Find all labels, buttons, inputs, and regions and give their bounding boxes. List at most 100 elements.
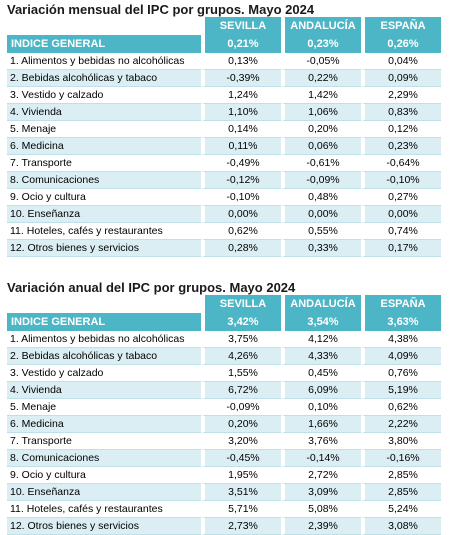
value-espana: -0,16% bbox=[361, 450, 441, 467]
group-label: 1. Alimentos y bebidas no alcohólicas bbox=[7, 331, 201, 348]
table-row: 11. Hoteles, cafés y restaurantes 5,71% 5,… bbox=[7, 501, 441, 518]
group-label: 2. Bebidas alcohólicas y tabaco bbox=[7, 348, 201, 365]
value-andalucia: 4,33% bbox=[281, 348, 361, 365]
value-sevilla: 3,51% bbox=[201, 484, 281, 501]
value-espana: 0,62% bbox=[361, 399, 441, 416]
value-andalucia: 0,06% bbox=[281, 138, 361, 155]
group-label: 10. Enseñanza bbox=[7, 484, 201, 501]
general-value-sevilla: 3,42% bbox=[201, 313, 281, 331]
value-andalucia: -0,05% bbox=[281, 53, 361, 70]
value-sevilla: -0,45% bbox=[201, 450, 281, 467]
value-sevilla: 3,20% bbox=[201, 433, 281, 450]
group-label: 7. Transporte bbox=[7, 155, 201, 172]
annual-table: SEVILLA ANDALUCÍA ESPAÑA INDICE GENERAL 3… bbox=[7, 295, 441, 535]
table-row: 5. Menaje -0,09% 0,10% 0,62% bbox=[7, 399, 441, 416]
value-sevilla: 0,28% bbox=[201, 240, 281, 257]
value-espana: -0,10% bbox=[361, 172, 441, 189]
header-andalucia: ANDALUCÍA bbox=[281, 17, 361, 35]
value-espana: -0,64% bbox=[361, 155, 441, 172]
group-label: 4. Vivienda bbox=[7, 104, 201, 121]
value-sevilla: 1,24% bbox=[201, 87, 281, 104]
value-sevilla: 4,26% bbox=[201, 348, 281, 365]
table-row: 4. Vivienda 1,10% 1,06% 0,83% bbox=[7, 104, 441, 121]
value-espana: 5,24% bbox=[361, 501, 441, 518]
general-index-label: INDICE GENERAL bbox=[7, 35, 201, 53]
value-espana: 0,76% bbox=[361, 365, 441, 382]
general-index-label: INDICE GENERAL bbox=[7, 313, 201, 331]
value-andalucia: 0,45% bbox=[281, 365, 361, 382]
value-sevilla: 1,95% bbox=[201, 467, 281, 484]
value-andalucia: 0,22% bbox=[281, 70, 361, 87]
group-label: 11. Hoteles, cafés y restaurantes bbox=[7, 223, 201, 240]
value-andalucia: 3,76% bbox=[281, 433, 361, 450]
group-label: 6. Medicina bbox=[7, 138, 201, 155]
value-sevilla: 1,10% bbox=[201, 104, 281, 121]
value-andalucia: 1,42% bbox=[281, 87, 361, 104]
value-espana: 2,85% bbox=[361, 467, 441, 484]
annual-header-row: SEVILLA ANDALUCÍA ESPAÑA bbox=[7, 295, 441, 313]
value-espana: 3,08% bbox=[361, 518, 441, 535]
value-sevilla: 0,14% bbox=[201, 121, 281, 138]
monthly-header-row: SEVILLA ANDALUCÍA ESPAÑA bbox=[7, 17, 441, 35]
group-label: 8. Comunicaciones bbox=[7, 172, 201, 189]
table-row: 6. Medicina 0,20% 1,66% 2,22% bbox=[7, 416, 441, 433]
monthly-body: INDICE GENERAL 0,21% 0,23% 0,26% 1. Alimento… bbox=[7, 35, 441, 257]
group-label: 12. Otros bienes y servicios bbox=[7, 240, 201, 257]
table-row: 2. Bebidas alcohólicas y tabaco -0,39% 0,2… bbox=[7, 70, 441, 87]
value-andalucia: 2,39% bbox=[281, 518, 361, 535]
value-espana: 2,85% bbox=[361, 484, 441, 501]
value-sevilla: 1,55% bbox=[201, 365, 281, 382]
value-sevilla: 3,75% bbox=[201, 331, 281, 348]
value-sevilla: 5,71% bbox=[201, 501, 281, 518]
header-espana: ESPAÑA bbox=[361, 17, 441, 35]
value-andalucia: 0,00% bbox=[281, 206, 361, 223]
general-index-row: INDICE GENERAL 3,42% 3,54% 3,63% bbox=[7, 313, 441, 331]
table-row: 11. Hoteles, cafés y restaurantes 0,62% 0,… bbox=[7, 223, 441, 240]
value-espana: 0,27% bbox=[361, 189, 441, 206]
value-andalucia: 4,12% bbox=[281, 331, 361, 348]
value-espana: 0,04% bbox=[361, 53, 441, 70]
value-andalucia: 0,55% bbox=[281, 223, 361, 240]
value-sevilla: 0,62% bbox=[201, 223, 281, 240]
value-sevilla: 0,11% bbox=[201, 138, 281, 155]
group-label: 8. Comunicaciones bbox=[7, 450, 201, 467]
header-sevilla: SEVILLA bbox=[201, 295, 281, 313]
table-row: 5. Menaje 0,14% 0,20% 0,12% bbox=[7, 121, 441, 138]
value-andalucia: 3,09% bbox=[281, 484, 361, 501]
group-label: 6. Medicina bbox=[7, 416, 201, 433]
value-andalucia: 6,09% bbox=[281, 382, 361, 399]
monthly-ipc-block: Variación mensual del IPC por grupos. Ma… bbox=[7, 2, 441, 257]
table-row: 2. Bebidas alcohólicas y tabaco 4,26% 4,33… bbox=[7, 348, 441, 365]
header-sevilla: SEVILLA bbox=[201, 17, 281, 35]
header-blank bbox=[7, 17, 201, 35]
annual-body: INDICE GENERAL 3,42% 3,54% 3,63% 1. Alimento… bbox=[7, 313, 441, 535]
group-label: 3. Vestido y calzado bbox=[7, 365, 201, 382]
group-label: 11. Hoteles, cafés y restaurantes bbox=[7, 501, 201, 518]
value-andalucia: -0,14% bbox=[281, 450, 361, 467]
table-row: 12. Otros bienes y servicios 0,28% 0,33% 0,… bbox=[7, 240, 441, 257]
value-sevilla: -0,10% bbox=[201, 189, 281, 206]
table-row: 6. Medicina 0,11% 0,06% 0,23% bbox=[7, 138, 441, 155]
value-espana: 2,22% bbox=[361, 416, 441, 433]
value-espana: 0,74% bbox=[361, 223, 441, 240]
table-row: 8. Comunicaciones -0,45% -0,14% -0,16% bbox=[7, 450, 441, 467]
value-espana: 4,38% bbox=[361, 331, 441, 348]
value-andalucia: 0,20% bbox=[281, 121, 361, 138]
value-espana: 5,19% bbox=[361, 382, 441, 399]
table-row: 9. Ocio y cultura -0,10% 0,48% 0,27% bbox=[7, 189, 441, 206]
value-sevilla: 2,73% bbox=[201, 518, 281, 535]
value-espana: 0,83% bbox=[361, 104, 441, 121]
value-sevilla: 0,20% bbox=[201, 416, 281, 433]
group-label: 12. Otros bienes y servicios bbox=[7, 518, 201, 535]
value-espana: 0,00% bbox=[361, 206, 441, 223]
general-value-sevilla: 0,21% bbox=[201, 35, 281, 53]
group-label: 7. Transporte bbox=[7, 433, 201, 450]
value-andalucia: -0,61% bbox=[281, 155, 361, 172]
value-sevilla: 0,13% bbox=[201, 53, 281, 70]
general-value-andalucia: 0,23% bbox=[281, 35, 361, 53]
monthly-title: Variación mensual del IPC por grupos. Ma… bbox=[7, 2, 315, 17]
value-sevilla: -0,09% bbox=[201, 399, 281, 416]
value-sevilla: -0,49% bbox=[201, 155, 281, 172]
value-espana: 3,80% bbox=[361, 433, 441, 450]
value-andalucia: -0,09% bbox=[281, 172, 361, 189]
